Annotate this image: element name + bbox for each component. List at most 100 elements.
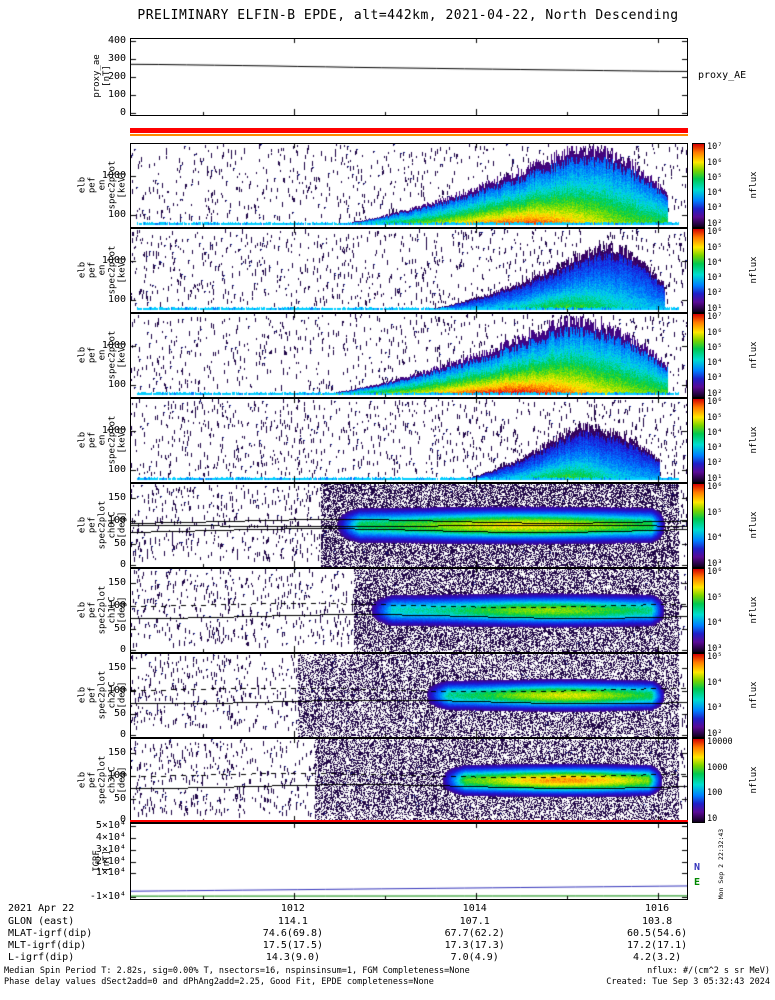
colorbar-label: nflux bbox=[749, 765, 759, 794]
colorbar-tick: 10⁵ bbox=[707, 507, 723, 518]
axis-row-label: L-igrf(dip) bbox=[8, 952, 75, 963]
axis-row-value: 14.3(9.0) bbox=[265, 952, 320, 963]
ytick-label-en_spec_a: 100 bbox=[107, 209, 126, 221]
panel-en_spec_c bbox=[130, 313, 688, 398]
colorbar-en_spec_c bbox=[692, 313, 705, 398]
ytick-label-pa_spec_ch2lc: 100 bbox=[107, 684, 126, 696]
colorbar-tick: 10⁶ bbox=[707, 327, 723, 338]
ytick-label-pa_spec_ch0lc: 0 bbox=[119, 558, 126, 570]
panel-pa_spec_ch0lc bbox=[130, 483, 688, 568]
axis-row-value: 17.3(17.3) bbox=[444, 940, 505, 951]
colorbar-tick: 10² bbox=[707, 288, 723, 299]
ytick-label-pa_spec_ch3lc: 150 bbox=[107, 746, 126, 758]
ytick-label-pa_spec_ch3lc: 50 bbox=[113, 792, 126, 804]
panel-proxy_ae bbox=[130, 38, 688, 116]
series-label-E: E bbox=[694, 876, 701, 888]
colorbar-tick: 10² bbox=[707, 458, 723, 469]
axis-row-value: 103.8 bbox=[642, 916, 673, 927]
colorbar-label: nflux bbox=[749, 595, 759, 624]
colorbar-tick: 10⁵ bbox=[707, 172, 723, 183]
footer-spin-period-text: Median Spin Period T: 2.82s, sig=0.00% T… bbox=[4, 966, 470, 976]
footer-created-text: Created: Tue Sep 3 05:32:43 2024 bbox=[606, 977, 770, 987]
colorbar-tick: 10² bbox=[707, 218, 723, 229]
colorbar-tick: 10³ bbox=[707, 443, 723, 454]
colorbar-tick: 10¹ bbox=[707, 473, 723, 484]
colorbar-label: nflux bbox=[749, 255, 759, 284]
colorbar-tick: 10 bbox=[707, 813, 718, 824]
axis-row-value: 114.1 bbox=[277, 916, 308, 927]
panel-pa_spec_ch2lc bbox=[130, 653, 688, 738]
colorbar-en_spec_a bbox=[692, 143, 705, 228]
ytick-label-igrf: 1×10⁴ bbox=[95, 867, 126, 879]
series-label-N: N bbox=[694, 861, 701, 873]
colorbar-tick: 10⁵ bbox=[707, 592, 723, 603]
ytick-label-pa_spec_ch2lc: 0 bbox=[119, 728, 126, 740]
ylabel-en_spec_d: elb pef en spec2plot [keV] bbox=[77, 415, 127, 464]
colorbar-tick: 10³ bbox=[707, 558, 723, 569]
ytick-label-igrf: 3×10⁴ bbox=[95, 843, 126, 855]
panel-en_spec_d bbox=[130, 398, 688, 483]
ytick-label-en_spec_d: 100 bbox=[107, 464, 126, 476]
ytick-label-proxy_ae: 400 bbox=[107, 35, 126, 47]
colorbar-tick: 10⁴ bbox=[707, 257, 723, 268]
plot-timestamp-vertical: Mon Sep 2 22:32:43 bbox=[717, 828, 726, 900]
colorbar-tick: 10² bbox=[707, 388, 723, 399]
colorbar-tick: 10⁵ bbox=[707, 242, 723, 253]
colorbar-label: nflux bbox=[749, 425, 759, 454]
colorbar-tick: 10³ bbox=[707, 643, 723, 654]
colorbar-tick: 10⁶ bbox=[707, 567, 723, 578]
ytick-label-igrf: 2×10⁴ bbox=[95, 855, 126, 867]
axis-row-value: 67.7(62.2) bbox=[444, 928, 505, 939]
ytick-label-en_spec_c: 100 bbox=[107, 379, 126, 391]
colorbar-label: nflux bbox=[749, 170, 759, 199]
colorbar-tick: 10⁶ bbox=[707, 157, 723, 168]
colorbar-en_spec_b bbox=[692, 228, 705, 313]
ytick-label-igrf: 5×10⁴ bbox=[95, 820, 126, 832]
colorbar-label: nflux bbox=[749, 340, 759, 369]
panel-igrf bbox=[130, 823, 688, 900]
colorbar-tick: 10⁴ bbox=[707, 358, 723, 369]
colorbar-pa_spec_ch3lc bbox=[692, 738, 705, 823]
axis-row-value: 74.6(69.8) bbox=[262, 928, 324, 939]
ytick-label-pa_spec_ch3lc: 100 bbox=[107, 769, 126, 781]
panel-pa_spec_ch1lc bbox=[130, 568, 688, 653]
time-tick-label: 1014 bbox=[462, 903, 487, 914]
ylabel-en_spec_a: elb pef en spec2plot [keV] bbox=[77, 160, 127, 209]
colorbar-tick: 10⁶ bbox=[707, 482, 723, 493]
ytick-label-en_spec_b: 100 bbox=[107, 294, 126, 306]
ylabel-en_spec_c: elb pef en spec2plot [keV] bbox=[77, 330, 127, 379]
ytick-label-pa_spec_ch1lc: 0 bbox=[119, 643, 126, 655]
colorbar-pa_spec_ch0lc bbox=[692, 483, 705, 568]
colorbar-en_spec_d bbox=[692, 398, 705, 483]
ytick-label-en_spec_c: 1000 bbox=[101, 340, 126, 352]
colorbar-tick: 10⁵ bbox=[707, 342, 723, 353]
ytick-label-en_spec_a: 1000 bbox=[101, 170, 126, 182]
footer-phase-delay-text: Phase delay values dSect2add=0 and dPhAn… bbox=[4, 977, 434, 987]
time-tick-label: 1012 bbox=[280, 903, 305, 914]
ytick-label-pa_spec_ch2lc: 150 bbox=[107, 661, 126, 673]
axis-row-label: GLON (east) bbox=[8, 916, 75, 927]
panel-right-label: proxy_AE bbox=[698, 70, 747, 81]
axis-row-value: 17.2(17.1) bbox=[626, 940, 688, 951]
colorbar-label: nflux bbox=[749, 510, 759, 539]
ytick-label-pa_spec_ch1lc: 150 bbox=[107, 576, 126, 588]
colorbar-tick: 10¹ bbox=[707, 303, 723, 314]
ytick-label-en_spec_b: 1000 bbox=[101, 255, 126, 267]
colorbar-tick: 10³ bbox=[707, 203, 723, 214]
axis-row-label: MLT-igrf(dip) bbox=[8, 940, 87, 951]
ytick-label-proxy_ae: 300 bbox=[107, 53, 126, 65]
colorbar-tick: 10³ bbox=[707, 703, 723, 714]
plot-title: PRELIMINARY ELFIN-B EPDE, alt=442km, 202… bbox=[137, 8, 679, 23]
ytick-label-pa_spec_ch3lc: 0 bbox=[119, 813, 126, 825]
date-label: 2021 Apr 22 bbox=[8, 903, 75, 914]
ytick-label-pa_spec_ch1lc: 50 bbox=[113, 622, 126, 634]
ylabel-en_spec_b: elb pef en spec2plot [keV] bbox=[77, 245, 127, 294]
colorbar-tick: 10⁵ bbox=[707, 652, 723, 663]
axis-row-value: 107.1 bbox=[459, 916, 490, 927]
footer-units-text: nflux: #/(cm^2 s sr MeV) bbox=[647, 966, 770, 976]
colorbar-tick: 10⁴ bbox=[707, 533, 723, 544]
ytick-label-igrf: -1×10⁴ bbox=[89, 890, 126, 902]
colorbar-tick: 10⁶ bbox=[707, 397, 723, 408]
colorbar-tick: 10⁴ bbox=[707, 188, 723, 199]
